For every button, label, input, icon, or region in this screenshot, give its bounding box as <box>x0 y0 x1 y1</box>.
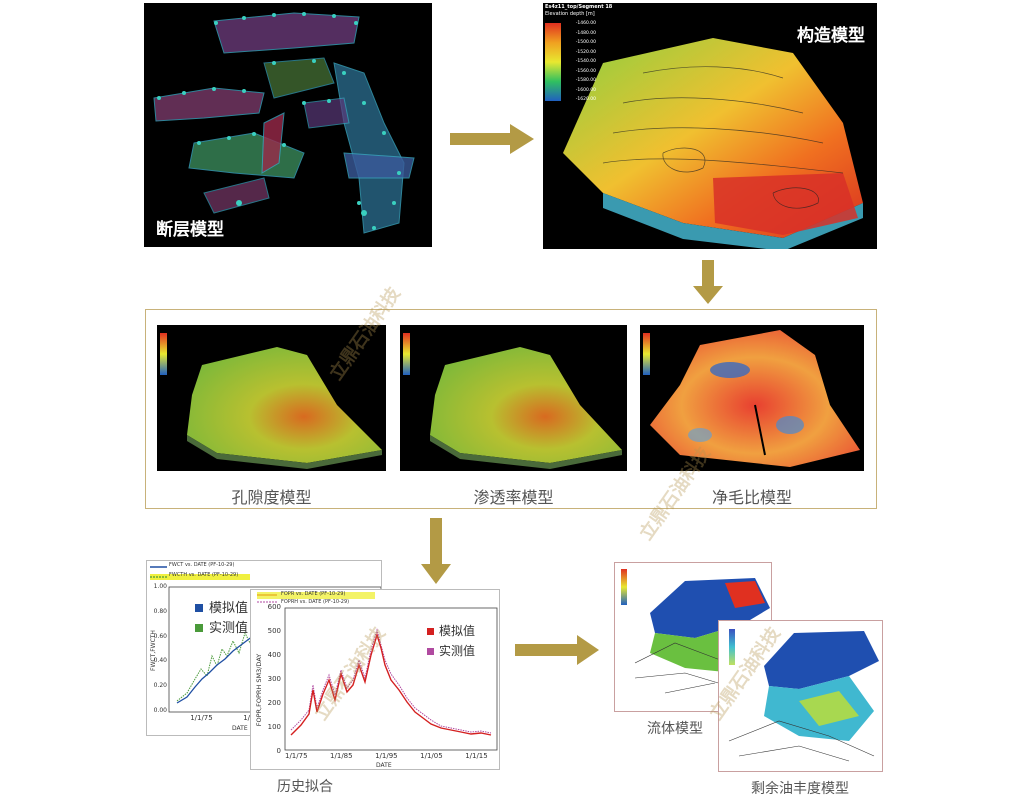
water-cut-y-tick: 1.00 <box>153 583 167 590</box>
oil-rate-y-tick: 400 <box>267 651 281 659</box>
oil-rate-y-tick: 600 <box>267 603 281 611</box>
oil-rate-x-tick: 1/1/15 <box>465 752 488 760</box>
water-cut-y-tick: 0.40 <box>153 657 167 665</box>
water-cut-y-tick: 0.20 <box>153 682 167 690</box>
permeability-model-panel <box>400 325 627 471</box>
oil-rate-x-label: DATE <box>376 762 392 769</box>
permeability-model-image <box>403 333 622 469</box>
fluid-model-label: 流体模型 <box>647 721 703 737</box>
oil-rate-x-tick: 1/1/85 <box>330 752 353 760</box>
porosity-model-label: 孔隙度模型 <box>231 488 312 507</box>
oil-rate-chart: FOPR vs. DATE (PF-10-29) FOPRH vs. DATE … <box>250 589 500 770</box>
oil-rate-plot <box>257 592 498 751</box>
structure-legend-tick: -1560.00 <box>575 68 596 74</box>
structure-legend-tick: -1540.00 <box>575 59 596 64</box>
oil-rate-y-tick: 200 <box>267 699 281 707</box>
permeability-model-label: 渗透率模型 <box>473 488 554 507</box>
structure-legend-tick: -1600.00 <box>575 87 596 93</box>
water-cut-key-sim-text: 模拟值 <box>209 601 249 616</box>
structure-legend-tick: -1460.00 <box>575 21 596 26</box>
water-cut-y-tick: 0.80 <box>153 607 167 615</box>
water-cut-key-obs: 实测值 <box>195 617 248 636</box>
oil-rate-y-tick: 0 <box>276 747 281 755</box>
fault-model-image <box>153 12 415 234</box>
arrow-right-1 <box>450 124 534 154</box>
oil-rate-key-obs-text: 实测值 <box>439 644 476 658</box>
arrow-right-2 <box>515 635 599 665</box>
structure-legend-tick: -1520.00 <box>575 49 596 55</box>
property-models-frame <box>145 309 877 509</box>
structure-legend-tick: -1580.00 <box>575 78 596 83</box>
oil-rate-legend-obs: FOPRH vs. DATE (PF-10-29) <box>281 599 350 605</box>
fault-model-panel: 断层模型 <box>144 3 432 247</box>
structure-legend-ticks: -1460.00 -1480.00 -1500.00 -1520.00 -1540.00… <box>564 21 598 105</box>
oil-rate-key-obs: 实测值 <box>427 642 475 659</box>
water-cut-key-obs-text: 实测值 <box>209 621 249 636</box>
oil-rate-y-ticks: 600 500 400 300 200 100 0 <box>261 603 283 755</box>
arrow-down-2 <box>421 518 451 584</box>
water-cut-y-ticks: 1.00 0.80 0.60 0.40 0.20 0.00 <box>149 583 169 715</box>
structure-legend-subtitle: Elevation depth [m] <box>545 11 595 17</box>
remaining-oil-panel <box>718 620 883 772</box>
structure-legend-tick: -1500.00 <box>575 40 596 45</box>
fault-model-label: 断层模型 <box>156 220 224 240</box>
structure-model-image <box>545 23 863 249</box>
net-to-gross-model-panel <box>640 325 864 471</box>
obs-swatch-purple <box>427 648 434 655</box>
oil-rate-y-tick: 500 <box>267 627 281 635</box>
water-cut-y-tick: 0.60 <box>153 632 167 640</box>
water-cut-x-label: DATE <box>232 725 248 732</box>
water-cut-legend-sim: FWCT vs. DATE (PF-10-29) <box>169 562 235 568</box>
structure-legend-title: Es4z11_top/Segment 18 <box>545 4 613 10</box>
structure-model-panel: Es4z11_top/Segment 18 Elevation depth [m… <box>543 3 877 249</box>
porosity-model-image <box>160 333 382 469</box>
oil-rate-legend-sim: FOPR vs. DATE (PF-10-29) <box>281 591 346 597</box>
net-to-gross-model-image <box>643 330 860 467</box>
arrow-down-1 <box>693 260 723 304</box>
water-cut-legend-obs: FWCTH vs. DATE (PF-10-29) <box>169 572 239 578</box>
oil-rate-x-ticks: 1/1/75 1/1/85 1/1/95 1/1/05 1/1/15 <box>285 752 497 762</box>
net-to-gross-model-label: 净毛比模型 <box>711 488 792 507</box>
water-cut-y-tick: 0.00 <box>153 707 167 714</box>
structure-legend-tick: -1480.00 <box>575 30 596 36</box>
obs-swatch-green <box>195 624 203 632</box>
oil-rate-x-tick: 1/1/95 <box>375 752 398 760</box>
structure-model-label: 构造模型 <box>797 26 865 46</box>
structure-legend-tick: -1620.00 <box>575 97 596 102</box>
water-cut-key-sim: 模拟值 <box>195 597 248 616</box>
sim-swatch-red <box>427 628 434 635</box>
remaining-oil-image <box>728 629 879 762</box>
oil-rate-y-tick: 100 <box>267 723 281 731</box>
oil-rate-x-tick: 1/1/05 <box>420 752 443 760</box>
porosity-model-panel <box>157 325 386 471</box>
oil-rate-y-tick: 300 <box>267 675 281 683</box>
remaining-oil-label: 剩余油丰度模型 <box>751 781 849 797</box>
oil-rate-x-tick: 1/1/75 <box>285 752 308 760</box>
oil-rate-key-sim-text: 模拟值 <box>439 624 476 638</box>
water-cut-x-tick: 1/1/75 <box>190 714 213 722</box>
sim-swatch-blue <box>195 604 203 612</box>
oil-rate-key-sim: 模拟值 <box>427 622 475 639</box>
history-match-label: 历史拟合 <box>277 779 333 795</box>
